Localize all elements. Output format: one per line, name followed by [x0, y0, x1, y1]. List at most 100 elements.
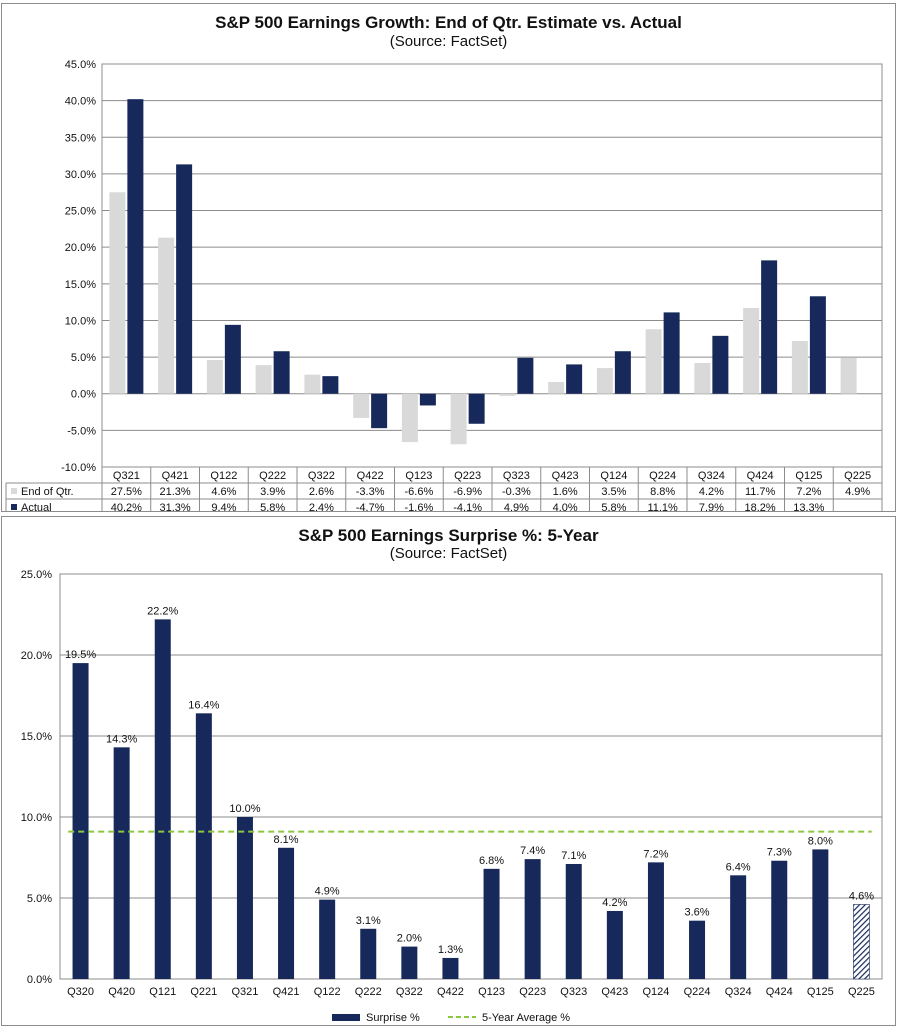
x-tick-label: Q224 — [684, 986, 711, 998]
actual-bar — [371, 393, 388, 429]
y-tick-label: 15.0% — [65, 279, 96, 291]
x-tick-label: Q223 — [454, 470, 481, 482]
earnings-growth-chart: -10.0% -5.0% 0.0% 5.0% 10.0% 15.0% 20.0% 25.0% 3… — [5, 59, 883, 511]
chart-subtitle: (Source: FactSet) — [389, 545, 508, 562]
actual-bar — [322, 376, 339, 394]
y-tick-label: 35.0% — [65, 132, 96, 144]
table-value: 1.6% — [553, 486, 578, 498]
table-value: 2.4% — [309, 502, 334, 511]
surprise-bar — [319, 899, 336, 979]
estimate-bar — [791, 340, 808, 394]
estimate-bar — [596, 368, 613, 394]
surprise-bar — [606, 910, 623, 979]
earnings-surprise-chart: 0.0% 5.0% 10.0% 15.0% 20.0% 25.0% 19.5% Q320 14.… — [21, 569, 883, 1024]
table-value: 11.1% — [647, 502, 678, 511]
legend-swatch — [11, 488, 17, 494]
data-label: 10.0% — [229, 803, 260, 815]
table-value: -3.3% — [356, 486, 385, 498]
y-tick-label: 15.0% — [21, 731, 52, 743]
data-label: 8.1% — [274, 834, 299, 846]
y-tick-label: 20.0% — [65, 242, 96, 254]
estimate-bar — [840, 357, 857, 394]
estimate-bar — [401, 393, 418, 443]
estimate-bar — [158, 237, 175, 394]
estimate-bar — [353, 393, 370, 418]
x-tick-label: Q321 — [231, 986, 258, 998]
x-tick-label: Q125 — [807, 986, 834, 998]
surprise-bar — [812, 849, 829, 979]
table-value: 5.8% — [260, 502, 285, 511]
actual-bar — [712, 335, 729, 394]
table-value: 27.5% — [111, 486, 142, 498]
table-value: 11.7% — [745, 486, 776, 498]
estimate-bar — [499, 393, 516, 396]
x-tick-label: Q423 — [601, 986, 628, 998]
table-value: 21.3% — [160, 486, 191, 498]
table-value: 9.4% — [211, 502, 236, 511]
x-tick-label: Q324 — [725, 986, 752, 998]
estimate-bar — [548, 382, 565, 394]
x-tick-label: Q123 — [405, 470, 432, 482]
x-tick-label: Q121 — [149, 986, 176, 998]
table-value: 4.2% — [699, 486, 724, 498]
surprise-bar — [771, 860, 788, 979]
estimate-bar — [206, 360, 223, 394]
data-label: 4.9% — [315, 886, 340, 898]
x-tick-label: Q122 — [314, 986, 341, 998]
table-value: 5.8% — [601, 502, 626, 511]
surprise-bar — [483, 868, 500, 979]
y-tick-label: 20.0% — [21, 650, 52, 662]
data-label: 14.3% — [106, 733, 137, 745]
legend-swatch — [11, 504, 17, 510]
data-label: 3.1% — [356, 915, 381, 927]
x-tick-label: Q324 — [698, 470, 725, 482]
surprise-bar — [113, 747, 130, 979]
plot-area — [59, 573, 883, 980]
data-label: 6.4% — [726, 861, 751, 873]
table-value: 3.5% — [601, 486, 626, 498]
surprise-bar — [730, 875, 747, 979]
x-tick-label: Q124 — [600, 470, 627, 482]
actual-bar — [127, 99, 144, 394]
actual-bar — [761, 260, 778, 394]
table-value: -4.1% — [453, 502, 482, 511]
y-tick-label: 5.0% — [27, 893, 52, 905]
actual-bar — [809, 296, 826, 394]
table-value: 4.0% — [553, 502, 578, 511]
actual-bar — [176, 164, 193, 394]
table-value: 4.6% — [211, 486, 236, 498]
x-tick-label: Q122 — [210, 470, 237, 482]
earnings-surprise-chart-panel: S&P 500 Earnings Surprise %: 5-Year (Sou… — [1, 516, 896, 1026]
data-label: 22.2% — [147, 605, 178, 617]
legend-label: 5-Year Average % — [482, 1012, 570, 1024]
surprise-bar — [524, 859, 541, 979]
x-tick-label: Q123 — [478, 986, 505, 998]
x-tick-label: Q424 — [747, 470, 774, 482]
chart-subtitle: (Source: FactSet) — [389, 33, 508, 50]
data-label: 7.1% — [561, 850, 586, 862]
actual-bar — [224, 324, 241, 394]
table-value: -6.6% — [405, 486, 434, 498]
x-tick-label: Q125 — [795, 470, 822, 482]
data-label: 4.2% — [602, 897, 627, 909]
estimate-bar — [304, 374, 321, 394]
surprise-bar — [278, 847, 295, 979]
x-tick-label: Q225 — [848, 986, 875, 998]
y-tick-label: 25.0% — [65, 206, 96, 218]
table-value: 4.9% — [504, 502, 529, 511]
data-label: 1.3% — [438, 944, 463, 956]
surprise-bar — [360, 928, 377, 979]
x-tick-label: Q421 — [162, 470, 189, 482]
table-value: 3.9% — [260, 486, 285, 498]
x-tick-label: Q420 — [108, 986, 135, 998]
y-tick-label: 0.0% — [71, 389, 96, 401]
data-label: 7.2% — [643, 848, 668, 860]
earnings-growth-chart-panel: S&P 500 Earnings Growth: End of Qtr. Est… — [1, 3, 896, 512]
table-value: 8.8% — [650, 486, 675, 498]
surprise-bar — [565, 863, 582, 979]
x-tick-label: Q221 — [190, 986, 217, 998]
x-tick-label: Q320 — [67, 986, 94, 998]
x-tick-label: Q225 — [844, 470, 871, 482]
surprise-bar — [647, 862, 664, 979]
chart-title: S&P 500 Earnings Growth: End of Qtr. Est… — [215, 13, 682, 32]
